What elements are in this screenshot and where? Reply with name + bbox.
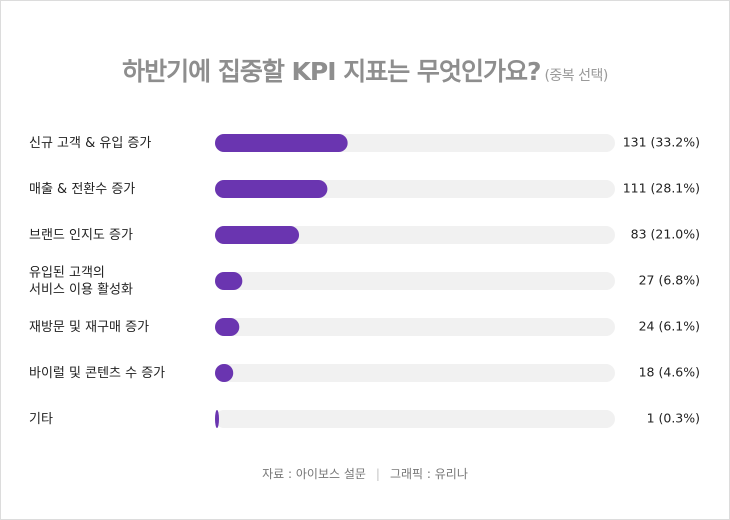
source-line: 자료 : 아이보스 설문 | 그래픽 : 유리나 [0,465,730,482]
value-label: 111 (28.1%) [623,181,700,196]
category-label-line: 바이럴 및 콘텐츠 수 증가 [29,366,165,381]
title-block: 하반기에 집중할 KPI 지표는 무엇인가요? (중복 선택) [0,52,730,88]
graphic-credit: 그래픽 : 유리나 [389,467,468,481]
category-label: 기타 [29,412,53,427]
bar-track [215,272,615,290]
bar-track [215,226,615,244]
category-label-line: 브랜드 인지도 증가 [29,228,133,243]
category-label: 신규 고객 & 유입 증가 [29,136,151,151]
bar-track [215,364,615,382]
value-label: 131 (33.2%) [623,135,700,150]
value-label: 83 (21.0%) [631,227,700,242]
value-label: 24 (6.1%) [639,319,700,334]
bar-track [215,318,615,336]
category-label-line: 유입된 고객의 [29,265,105,280]
category-label: 재방문 및 재구매 증가 [29,320,149,335]
bar [215,364,234,382]
category-label-line: 재방문 및 재구매 증가 [29,320,149,335]
category-label-line: 서비스 이용 활성화 [29,282,133,297]
bar [215,410,219,428]
chart-subtitle: (중복 선택) [544,68,608,84]
bar [215,318,240,336]
category-label: 바이럴 및 콘텐츠 수 증가 [29,366,165,381]
source-credit: 자료 : 아이보스 설문 [262,467,366,481]
source-separator: | [375,467,380,481]
bar-track [215,410,615,428]
category-label-line: 기타 [29,412,53,427]
bar [215,226,300,244]
value-label: 1 (0.3%) [647,411,700,426]
category-label: 브랜드 인지도 증가 [29,228,133,243]
bar [215,272,243,290]
value-label: 27 (6.8%) [639,273,700,288]
chart-title: 하반기에 집중할 KPI 지표는 무엇인가요? [122,57,541,86]
bar [215,180,328,198]
category-label-line: 신규 고객 & 유입 증가 [29,136,151,151]
value-label: 18 (4.6%) [639,365,700,380]
category-label-line: 매출 & 전환수 증가 [29,182,135,197]
bar [215,134,348,152]
category-label: 매출 & 전환수 증가 [29,182,135,197]
